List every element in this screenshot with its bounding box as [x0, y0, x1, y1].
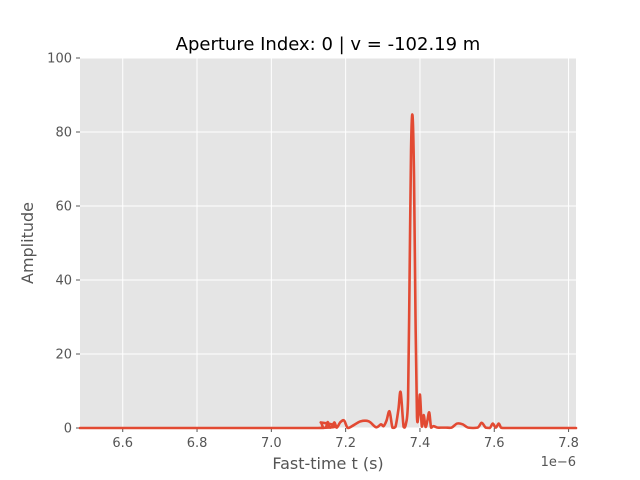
- x-tick-label: 7.2: [335, 436, 356, 451]
- x-tick-label: 7.8: [558, 436, 579, 451]
- y-tick-label: 0: [64, 422, 72, 437]
- plot-area: [80, 58, 576, 428]
- y-axis-label: Amplitude: [18, 202, 37, 284]
- x-tick-label: 6.8: [187, 436, 208, 451]
- tick-labels: 6.6 6.8 7.0 7.2 7.4 7.6 7.8 0 20 40 60 80 100: [47, 52, 579, 452]
- y-tick-label: 100: [47, 52, 72, 67]
- x-tick-label: 6.6: [112, 436, 133, 451]
- y-tick-label: 80: [55, 126, 72, 141]
- chart-title: Aperture Index: 0 | v = -102.19 m: [176, 34, 481, 55]
- y-tick-label: 60: [55, 200, 72, 215]
- series-layer: [78, 113, 578, 430]
- series-line: [78, 113, 578, 430]
- x-tick-label: 7.6: [484, 436, 505, 451]
- y-tick-label: 20: [55, 348, 72, 363]
- x-axis-offset-label: 1e−6: [541, 455, 576, 470]
- x-tick-label: 7.4: [410, 436, 431, 451]
- x-axis-label: Fast-time t (s): [272, 454, 383, 473]
- y-tick-label: 40: [55, 274, 72, 289]
- x-tick-label: 7.0: [261, 436, 282, 451]
